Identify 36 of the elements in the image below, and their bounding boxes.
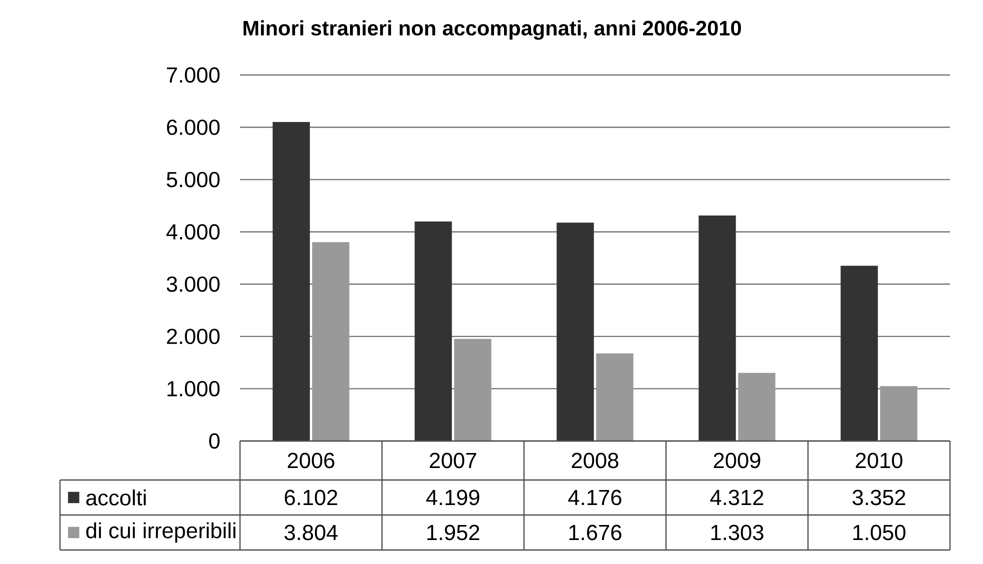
data-label: 3.804: [284, 524, 338, 540]
data-label: 4.176: [568, 490, 622, 506]
legend-label: di cui irreperibili: [86, 522, 236, 543]
data-label: 4.312: [710, 490, 764, 506]
chart-title: Minori stranieri non accompagnati, anni 2006-2010: [244, 20, 741, 40]
y-tick-label: 4.000: [166, 224, 220, 240]
y-tick-label: 1.000: [168, 381, 220, 396]
bar: [698, 216, 736, 441]
data-label: 4.199: [426, 490, 480, 506]
x-tick-label: 2008: [572, 452, 618, 468]
y-tick-label: 6.000: [167, 120, 220, 136]
data-label: 6.102: [284, 490, 338, 506]
x-tick-label: 2006: [288, 452, 334, 468]
bar: [738, 372, 776, 441]
data-label: 1.050: [853, 524, 906, 540]
data-label: 3.352: [852, 490, 906, 506]
bar: [840, 266, 878, 441]
bar: [312, 242, 350, 441]
y-tick-label: 7.000: [167, 67, 220, 83]
bar: [272, 122, 310, 441]
bar: [880, 386, 918, 441]
x-tick-label: 2010: [856, 452, 902, 468]
bar: [596, 353, 634, 441]
y-tick-label: 2.000: [166, 328, 220, 344]
data-label: 1.676: [569, 524, 622, 540]
legend-label: accolti: [86, 489, 146, 506]
y-tick-label: 0: [209, 433, 220, 449]
bar: [454, 338, 492, 441]
data-label: 1.303: [711, 524, 764, 540]
data-label: 1.952: [427, 524, 480, 540]
x-tick-label: 2009: [714, 452, 760, 468]
x-tick-label: 2007: [430, 452, 476, 468]
y-tick-label: 5.000: [166, 172, 220, 188]
bar: [556, 222, 594, 441]
bar: [414, 221, 452, 441]
y-tick-label: 3.000: [166, 276, 220, 292]
